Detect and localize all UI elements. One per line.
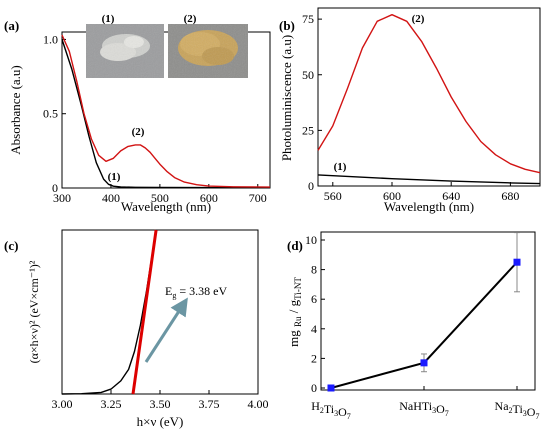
panel-d-frame [320,231,536,391]
eg-annotation: Eg = 3.38 eV [165,284,227,300]
panel-a-series-line-1 [61,39,270,189]
panel-label-a: (a) [4,18,19,33]
panel-d-category-label: Na2Ti3O7 [495,399,540,421]
panel-c-frame [61,229,259,395]
panel-a-xtick-label: 600 [200,191,218,205]
panel-c-ticks: 3.00 3.25 3.50 3.75 4.00 [52,390,269,411]
panel-c-xtick-label: 3.75 [199,397,220,411]
panel-b-ylabel: Photoluminiscence (a.u) [279,35,294,161]
panel-d-ytick-label: 2 [311,351,317,365]
inset2-label: (2) [184,13,197,25]
panel-b-series-line-1 [317,13,541,174]
panel-d-data-point [327,384,335,392]
panel-d-data-point [420,359,428,367]
panel-a-ytick-label: 0.5 [43,107,58,121]
panel-c-xtick-label: 3.25 [101,397,122,411]
panel-c-series-line-1 [61,254,153,395]
panel-d-data-point [513,258,521,266]
panel-a-ytick-label: 1.0 [43,32,58,46]
panel-a-ticks: 300 400 500 600 700 0 0.5 1.0 [43,32,267,205]
panel-c-xtick-label: 3.00 [52,397,73,411]
panel-b-ytick-label: 50 [302,68,314,82]
panel-b-series-line-2 [317,174,541,185]
panel-d-ytick-label: 10 [305,233,317,247]
panel-b-ticks: 560 600 640 680 0 25 50 75 [302,12,519,203]
panel-a-absorbance-chart: (a) 300 400 500 600 700 0 0.5 1.0 Wavelength (n… [4,13,271,214]
panel-b-ytick-label: 25 [302,123,314,137]
panel-d-ticks: 0 2 4 6 8 10 [305,233,518,395]
panel-a-curve1-label: (1) [108,171,121,183]
panel-b-ytick-label: 75 [302,12,314,26]
panel-a-xtick-label: 300 [53,191,71,205]
panel-d-category-labels: H2Ti3O7 NaHTi3O7 Na2Ti3O7 [311,399,539,421]
panel-c-ylabel: (α×h×ν)² (eV×cm⁻¹)² [27,260,41,363]
panel-label-b: (b) [279,18,295,33]
panel-c-series-line-2 [131,229,158,395]
panel-a-xlabel: Wavelength (nm) [121,199,211,214]
panel-a-xtick-label: 500 [151,191,169,205]
panel-b-xtick-label: 680 [501,189,519,203]
panel-c-xtick-label: 4.00 [248,397,269,411]
panel-label-d: (d) [287,238,303,253]
panel-b-frame [317,7,541,187]
inset1-label: (1) [102,13,115,25]
panel-a-xtick-label: 700 [249,191,267,205]
panel-c-tauc-plot: (c) 3.00 3.25 3.50 3.75 4.00 h×ν (eV) (α×h×ν… [4,229,269,429]
panel-b-xtick-label: 560 [324,189,342,203]
panel-a-xtick-label: 400 [102,191,120,205]
panel-b-xlabel: Wavelength (nm) [384,199,474,214]
panel-a-series-line-2 [61,34,271,188]
panel-a-series [61,34,271,189]
panel-c-xlabel: h×ν (eV) [137,414,184,429]
panel-c-xtick-label: 3.50 [150,397,171,411]
inset-photo-sample1: (1) [86,13,164,78]
inset-photo-sample2: (2) [168,13,248,78]
panel-b-xtick-label: 600 [383,189,401,203]
panel-b-series [317,13,541,185]
panel-a-ytick-label: 0 [52,181,58,195]
panel-d-ytick-label: 0 [311,381,317,395]
panel-d-category-label: NaHTi3O7 [399,399,449,418]
panel-b-ytick-label: 0 [308,179,314,193]
panel-d-ru-loading-chart: (d) 0 2 4 6 8 10 mg Ru / gTi-NT H2Ti3O7 NaHTi3… [286,231,539,421]
eg-arrow [144,297,188,363]
panel-b-curve1-label: (1) [334,161,347,173]
panel-d-ytick-label: 8 [311,263,317,277]
panel-a-curve2-label: (2) [132,126,145,138]
panel-b-curve2-label: (2) [412,13,425,25]
panel-c-series [61,229,158,395]
panel-d-ylabel: mg Ru / gTi-NT [286,277,303,347]
panel-label-c: (c) [4,238,18,253]
panel-d-series [327,232,521,392]
panel-d-ytick-label: 4 [311,322,317,336]
panel-b-xtick-label: 640 [442,189,460,203]
panel-d-category-label: H2Ti3O7 [311,399,351,421]
panel-a-ylabel: Absorbance (a.u) [8,65,23,155]
panel-d-ytick-label: 6 [311,292,317,306]
